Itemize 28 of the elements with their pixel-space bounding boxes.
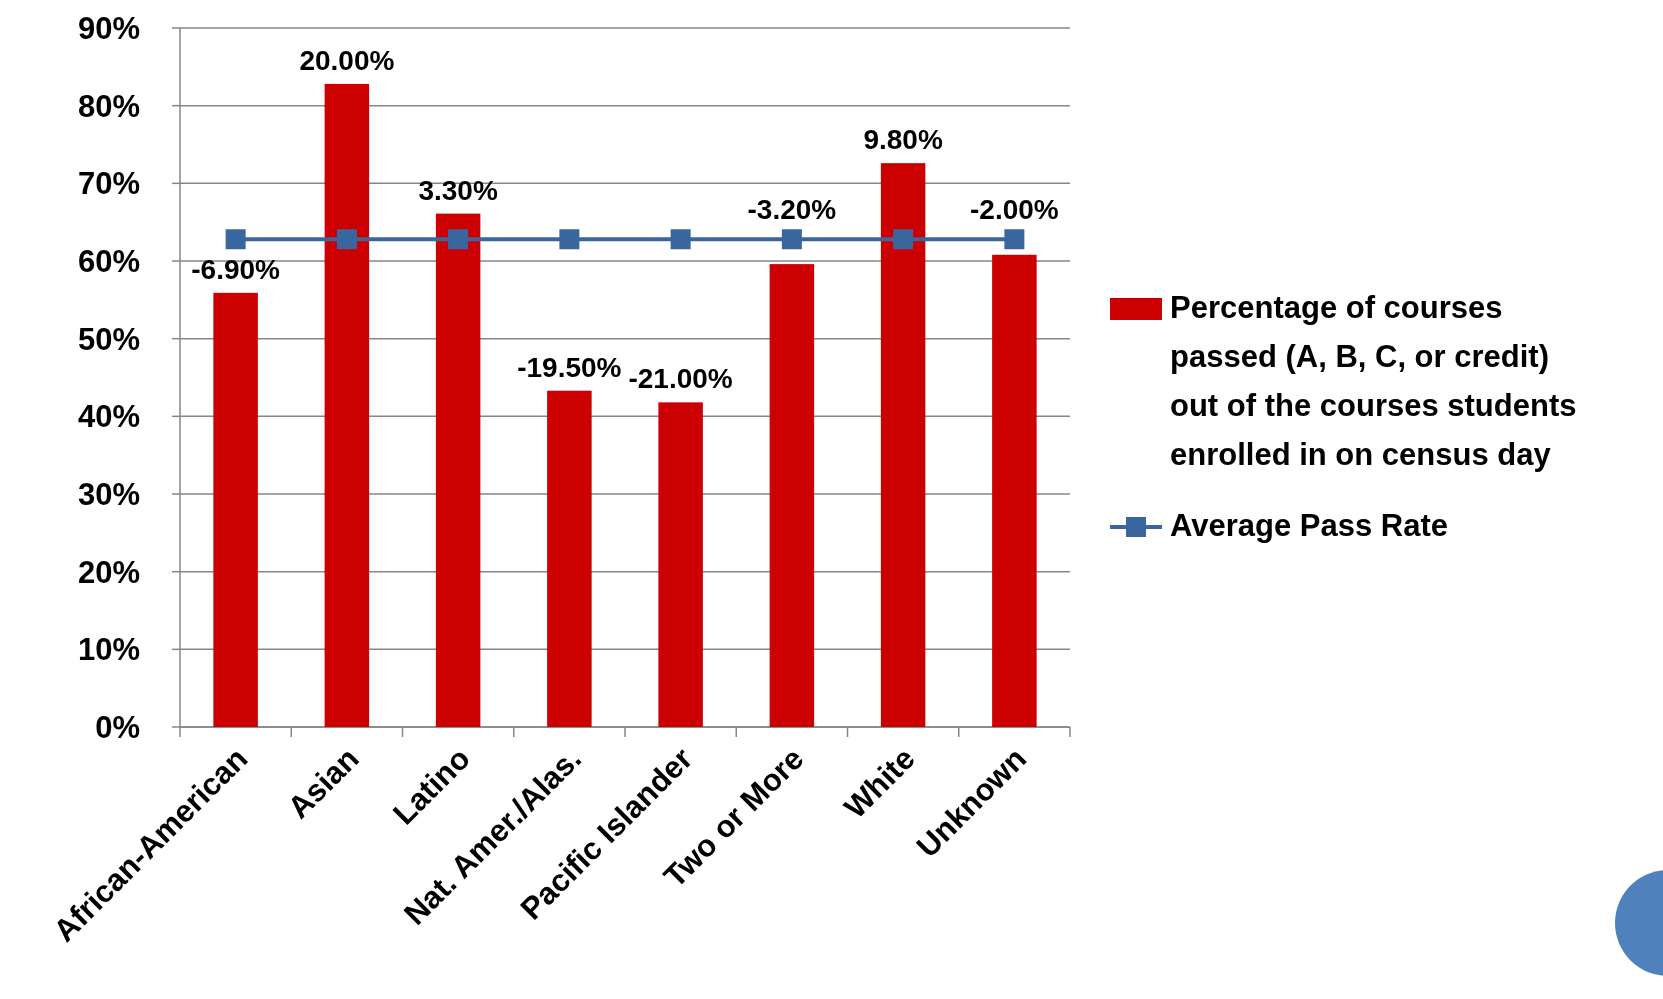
bar — [658, 402, 703, 727]
annotation: -19.50% — [517, 351, 622, 383]
legend-label: Percentage of courses passed (A, B, C, or credit) out of the courses students enrolled in on census day — [1170, 290, 1577, 472]
annotation: -2.00% — [970, 194, 1059, 226]
y-tick-label: 40% — [77, 399, 140, 435]
bar — [769, 264, 815, 727]
legend-label: Average Pass Rate — [1170, 508, 1449, 543]
y-tick-label: 50% — [77, 321, 140, 357]
bar — [435, 213, 481, 727]
annotation: 20.00% — [299, 44, 395, 76]
annotation: 9.80% — [863, 124, 943, 156]
bar — [213, 292, 258, 727]
y-tick-label: 90% — [77, 10, 140, 46]
y-tick-label: 10% — [77, 632, 140, 668]
y-tick-label: 80% — [77, 88, 140, 124]
annotation: -21.00% — [628, 363, 733, 395]
bar — [547, 390, 592, 727]
y-tick-label: 0% — [95, 709, 140, 745]
annotation: 3.30% — [418, 174, 498, 206]
annotation: -6.90% — [191, 253, 281, 285]
annotation: -3.20% — [747, 194, 837, 226]
y-tick-label: 30% — [77, 476, 140, 512]
y-tick-label: 20% — [77, 554, 140, 590]
bar — [992, 254, 1037, 727]
y-tick-label: 60% — [77, 243, 140, 279]
y-tick-label: 70% — [77, 166, 140, 202]
bar — [324, 83, 370, 727]
bar — [880, 163, 926, 727]
